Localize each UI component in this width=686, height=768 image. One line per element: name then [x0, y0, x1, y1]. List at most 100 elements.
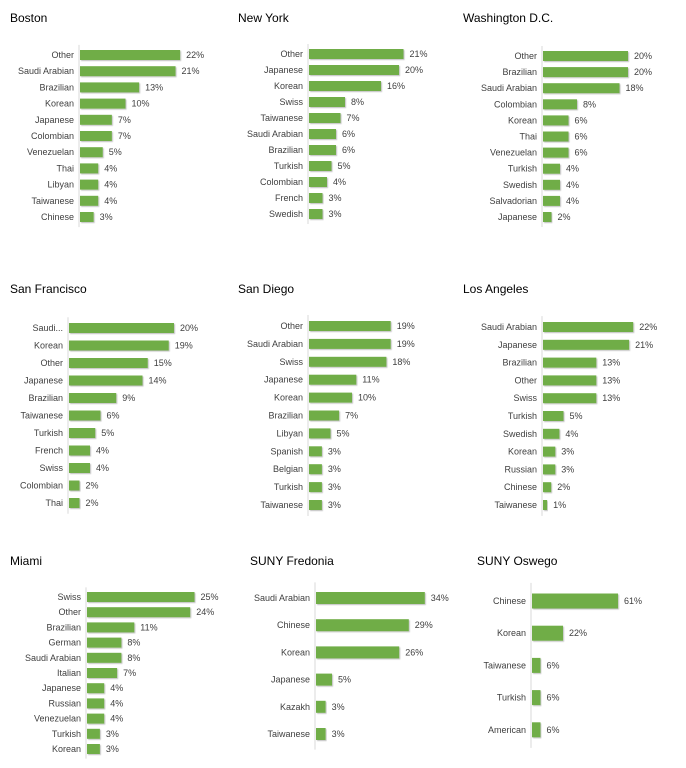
category-label: Taiwanese: [20, 411, 63, 421]
category-label: Korean: [274, 393, 303, 403]
category-label: Korean: [52, 744, 81, 754]
category-label: American: [488, 725, 526, 735]
bar: [69, 340, 169, 351]
category-label: Belgian: [273, 464, 303, 474]
bar: [80, 147, 103, 158]
bar: [69, 463, 90, 473]
category-label: Other: [58, 607, 81, 617]
category-label: Korean: [508, 115, 537, 125]
bar: [87, 637, 122, 648]
category-label: Swedish: [269, 209, 303, 219]
data-label: 14%: [149, 376, 167, 386]
data-label: 13%: [602, 375, 620, 385]
bar: [80, 114, 112, 125]
chart-san-diego: San Diego Other 19% Saudi Arabian 19% Swiss 18…: [238, 282, 415, 516]
bar: [309, 97, 345, 107]
category-label: French: [35, 446, 63, 456]
bar: [543, 482, 552, 493]
bar: [316, 728, 326, 740]
category-label: Saudi Arabian: [18, 66, 74, 76]
category-label: Swiss: [39, 463, 63, 473]
category-label: Thai: [56, 163, 74, 173]
bar: [80, 163, 99, 174]
bar: [87, 592, 195, 602]
category-label: Brazilian: [39, 82, 74, 92]
bar: [543, 357, 597, 368]
bar: [80, 195, 99, 206]
chart-title: SUNY Oswego: [477, 554, 558, 568]
bar: [309, 113, 341, 123]
bar: [316, 673, 332, 686]
category-label: Taiwanese: [31, 196, 74, 206]
category-label: Korean: [508, 447, 537, 457]
data-label: 2%: [557, 482, 570, 492]
data-label: 4%: [566, 180, 579, 190]
bar: [80, 50, 181, 60]
chart-title: San Diego: [238, 282, 294, 296]
chart-title: New York: [238, 11, 290, 25]
bar: [543, 51, 628, 61]
data-label: 5%: [109, 147, 122, 157]
category-label: Taiwanese: [483, 660, 526, 670]
chart-los-angeles: Los Angeles Saudi Arabian 22% Japanese 21% Br…: [463, 282, 657, 516]
bar: [309, 129, 336, 139]
category-label: Libyan: [47, 180, 74, 190]
bar: [69, 410, 101, 421]
data-label: 6%: [575, 132, 588, 142]
bar: [309, 177, 327, 187]
data-label: 8%: [127, 653, 140, 663]
chart-washington-d-c: Washington D.C. Other 20% Brazilian 20% Saudi…: [463, 11, 652, 228]
bar: [309, 464, 322, 475]
category-label: Chinese: [277, 620, 310, 630]
data-label: 11%: [362, 375, 379, 385]
bar: [309, 374, 357, 385]
bar: [309, 145, 336, 155]
bar: [80, 179, 99, 190]
category-label: Brazilian: [502, 358, 537, 368]
category-label: Brazilian: [268, 411, 303, 421]
category-label: Turkish: [52, 729, 81, 739]
bar: [543, 212, 552, 222]
data-label: 7%: [123, 668, 136, 678]
bar: [309, 446, 322, 457]
data-label: 9%: [122, 393, 135, 403]
category-label: Italian: [57, 668, 81, 678]
bar: [543, 195, 560, 206]
chart-title: Los Angeles: [463, 282, 528, 296]
data-label: 4%: [110, 683, 123, 693]
data-label: 20%: [634, 51, 652, 61]
category-label: Swedish: [503, 180, 537, 190]
data-label: 4%: [566, 196, 579, 206]
data-label: 61%: [624, 596, 642, 606]
bar: [543, 500, 548, 510]
category-label: Korean: [34, 341, 63, 351]
category-label: Japanese: [498, 340, 537, 350]
data-label: 5%: [338, 675, 351, 685]
data-label: 3%: [100, 212, 113, 222]
chart-title: Miami: [10, 554, 42, 568]
bar: [309, 81, 381, 91]
data-label: 3%: [332, 702, 345, 712]
data-label: 2%: [86, 498, 99, 508]
bar: [543, 83, 620, 94]
bar: [532, 593, 619, 609]
category-label: Turkish: [508, 164, 537, 174]
category-label: Venezuelan: [34, 714, 81, 724]
bar: [69, 323, 174, 333]
category-label: Brazilian: [46, 622, 81, 632]
data-label: 5%: [337, 428, 350, 438]
bar: [543, 179, 560, 190]
category-label: Turkish: [497, 693, 526, 703]
data-label: 2%: [558, 212, 571, 222]
bar: [309, 500, 322, 510]
bar: [543, 115, 569, 126]
data-label: 3%: [328, 464, 341, 474]
category-label: Turkish: [274, 161, 303, 171]
category-label: Spanish: [270, 446, 303, 456]
data-label: 15%: [154, 358, 172, 368]
category-label: Taiwanese: [267, 729, 310, 739]
category-label: Korean: [45, 99, 74, 109]
category-label: Other: [40, 358, 63, 368]
bar: [543, 163, 560, 174]
